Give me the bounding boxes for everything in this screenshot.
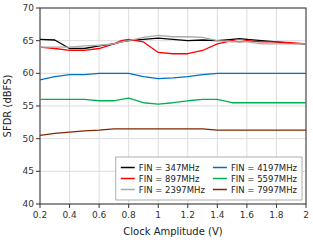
y-tick-label: 40 (23, 199, 35, 209)
x-tick-label: 1 (155, 210, 161, 220)
legend-frame (116, 157, 302, 200)
y-tick (36, 171, 40, 172)
series-line (40, 98, 306, 104)
series-line (40, 73, 306, 80)
legend-label: FIN = 4197MHz (231, 163, 298, 173)
y-tick-label: 55 (23, 101, 34, 111)
y-tick-label: 60 (23, 68, 35, 78)
y-grid-line (40, 106, 306, 107)
x-tick (276, 204, 277, 208)
plot-area (40, 35, 306, 135)
x-tick (217, 204, 218, 208)
x-tick (158, 204, 159, 208)
legend-swatch (213, 167, 227, 169)
y-tick (36, 40, 40, 41)
y-tick-label: 45 (23, 166, 34, 176)
x-tick-label: 0.6 (92, 210, 107, 220)
x-tick (187, 204, 188, 208)
legend-swatch (213, 178, 227, 180)
y-tick (36, 138, 40, 139)
y-grid-line (40, 138, 306, 139)
x-tick (246, 204, 247, 208)
y-tick (36, 106, 40, 107)
x-tick-label: 0.2 (33, 210, 47, 220)
grid (40, 8, 306, 204)
legend-label: FIN = 897MHz (139, 174, 200, 184)
x-tick-label: 0.8 (122, 210, 137, 220)
y-tick-label: 70 (23, 3, 35, 13)
legend-label: FIN = 347MHz (139, 163, 200, 173)
legend-swatch (121, 167, 135, 169)
legend-swatch (121, 189, 135, 191)
x-tick-label: 1.8 (269, 210, 284, 220)
legend: FIN = 347MHzFIN = 897MHzFIN = 2397MHz FIN… (116, 157, 302, 200)
plot-frame (40, 8, 306, 204)
x-tick (99, 204, 100, 208)
x-tick-label: 1.4 (210, 210, 225, 220)
y-axis-label: SFDR (dBFS) (2, 74, 13, 137)
series-line (40, 129, 306, 136)
y-tick (36, 8, 40, 9)
legend-label: FIN = 5597MHz (231, 174, 298, 184)
axes: 0.2 0.4 0.6 0.8 1 1.2 1.4 1.6 1.8 2 40 45 50 55 60 65 70 (23, 3, 309, 220)
y-tick-label: 65 (23, 36, 34, 46)
background (0, 0, 313, 243)
chart: 0.2 0.4 0.6 0.8 1 1.2 1.4 1.6 1.8 2 40 45 50 55 60 65 70… (0, 0, 313, 243)
x-tick-label: 1.2 (181, 210, 195, 220)
x-axis-label: Clock Amplitude (V) (123, 226, 223, 237)
x-tick (40, 204, 41, 208)
legend-swatch (213, 189, 227, 191)
x-tick (128, 204, 129, 208)
series-line (40, 35, 306, 47)
x-tick (69, 204, 70, 208)
x-tick-label: 0.4 (62, 210, 77, 220)
x-tick (306, 204, 307, 208)
y-tick (36, 204, 40, 205)
y-tick (36, 73, 40, 74)
legend-label: FIN = 7997MHz (231, 185, 298, 195)
legend-swatch (121, 178, 135, 180)
legend-label: FIN = 2397MHz (139, 185, 206, 195)
y-tick-label: 50 (23, 134, 35, 144)
x-tick-label: 2 (303, 210, 309, 220)
x-tick-label: 1.6 (240, 210, 255, 220)
